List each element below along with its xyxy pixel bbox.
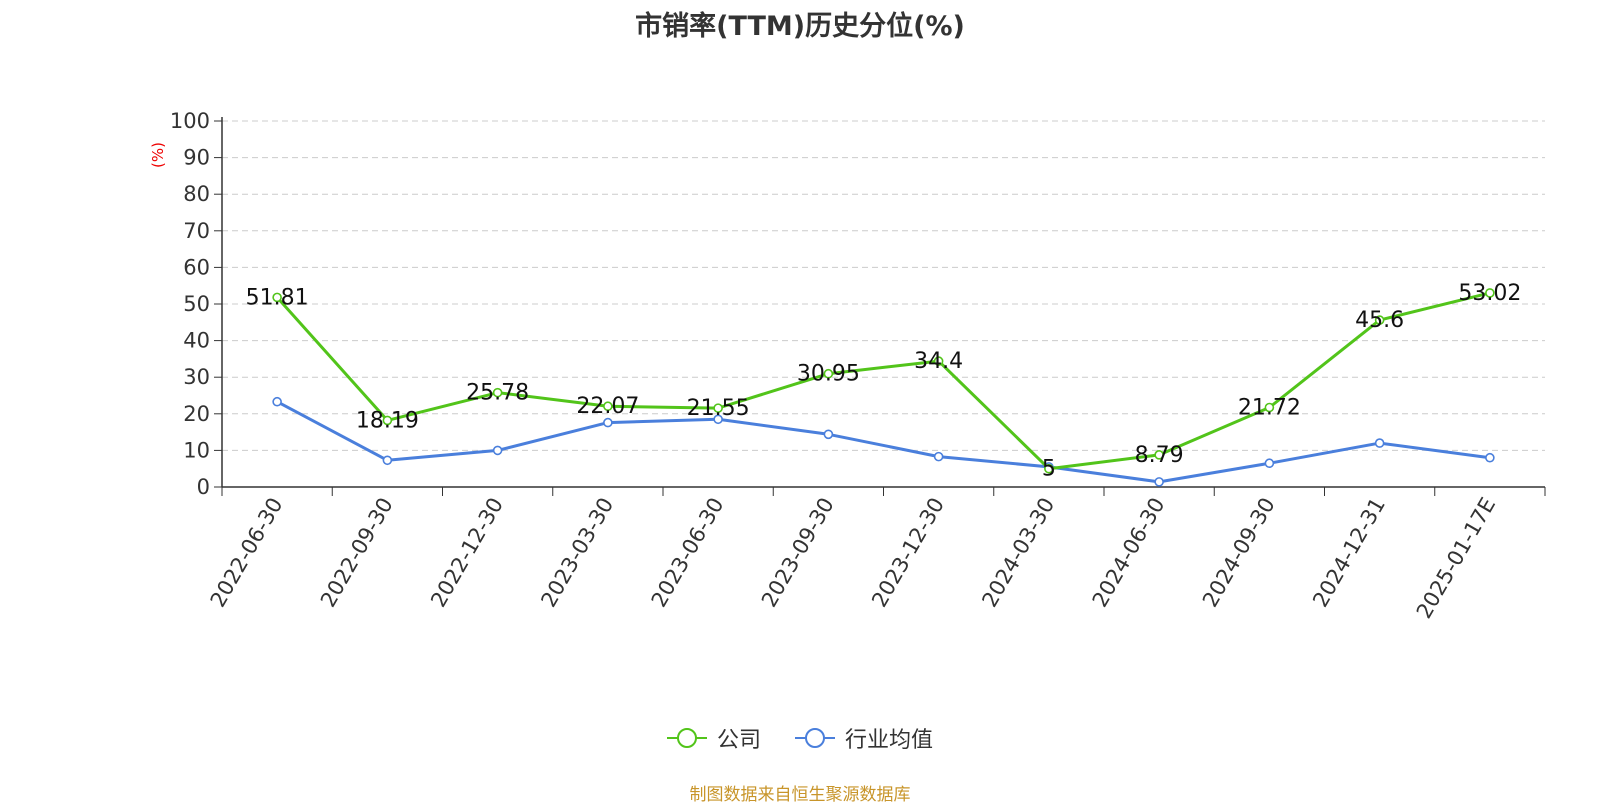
data-point (933, 356, 944, 366)
x-tick-label: 2023-09-30 (757, 494, 839, 612)
data-point (272, 292, 282, 303)
series-line-1 (276, 400, 1491, 484)
x-tick-label: 2022-09-30 (316, 494, 398, 612)
data-point (1154, 450, 1164, 460)
x-tick-label: 2022-06-30 (206, 494, 288, 612)
x-tick-label: 2022-12-30 (426, 494, 508, 612)
y-tick-label: 70 (183, 219, 210, 243)
data-point (492, 387, 503, 398)
data-point (1264, 458, 1275, 469)
legend-item-company[interactable]: 公司 (666, 722, 761, 754)
data-point (823, 368, 834, 379)
data-labels: 51.81 18.19 25.78 22.07 21.55 30.95 34.4 5 8.79 2… (246, 281, 1522, 482)
data-point (1264, 402, 1275, 413)
legend: 公司 行业均值 (0, 722, 1600, 754)
data-point (1044, 463, 1054, 474)
x-tick-label: 2025-01-17E (1412, 494, 1500, 623)
data-point (492, 445, 503, 456)
data-point (1374, 438, 1385, 448)
data-point (1485, 452, 1495, 463)
y-tick-label: 40 (183, 329, 210, 353)
y-axis-label: (%) (149, 142, 167, 168)
data-point (933, 451, 944, 462)
data-point (603, 417, 613, 428)
chart-title: 市销率(TTM)历史分位(%) (635, 11, 965, 42)
data-point (713, 414, 723, 425)
data-label: 51.81 (246, 285, 309, 310)
data-point (272, 396, 282, 407)
x-tick-label: 2024-09-30 (1198, 494, 1280, 612)
legend-label-company: 公司 (716, 728, 761, 753)
x-tick-label: 2024-12-31 (1308, 494, 1390, 612)
data-point (1374, 315, 1385, 325)
legend-label-industry-average: 行业均值 (845, 728, 934, 753)
y-tick-label: 50 (183, 292, 210, 316)
y-tick-label: 80 (183, 182, 210, 206)
data-point (1154, 477, 1164, 487)
y-tick-label: 30 (183, 365, 210, 389)
y-tick-label: 60 (183, 255, 210, 279)
data-point (713, 403, 723, 413)
legend-item-industry-average[interactable]: 行业均值 (795, 722, 933, 754)
data-label: 25.78 (466, 381, 529, 406)
x-tick-label: 2024-03-30 (977, 494, 1059, 612)
legend-marker-industry-average (795, 728, 835, 748)
data-label: 18.19 (356, 408, 419, 433)
data-label: 30.95 (797, 362, 860, 387)
y-tick-label: 0 (197, 475, 210, 499)
data-label: 45.6 (1355, 308, 1404, 333)
data-label: 53.02 (1458, 281, 1521, 306)
y-tick-label: 90 (183, 146, 210, 170)
x-tick-label: 2024-06-30 (1088, 494, 1170, 612)
series-line-0 (276, 291, 1491, 471)
data-label: 34.4 (914, 349, 963, 374)
x-tick-label: 2023-06-30 (647, 494, 729, 612)
grid-lines (222, 120, 1545, 451)
data-point (823, 429, 834, 440)
legend-marker-company (666, 728, 707, 748)
data-point (382, 415, 393, 426)
x-tick-label: 2023-03-30 (536, 494, 618, 612)
data-label: 21.55 (687, 396, 750, 421)
y-tick-label: 20 (183, 402, 210, 426)
y-tick-label: 10 (183, 438, 210, 462)
data-label: 5 (1042, 457, 1056, 482)
data-point (1485, 288, 1495, 298)
data-label: 21.72 (1238, 396, 1301, 421)
y-tick-label: 100 (170, 109, 210, 133)
data-point (382, 455, 393, 466)
x-tick-label: 2023-12-30 (867, 494, 949, 612)
series-lines (272, 288, 1495, 487)
source-note: 制图数据来自恒生聚源数据库 (689, 785, 911, 805)
data-label: 22.07 (576, 394, 639, 419)
data-point (603, 401, 613, 412)
data-label: 8.79 (1135, 443, 1184, 468)
